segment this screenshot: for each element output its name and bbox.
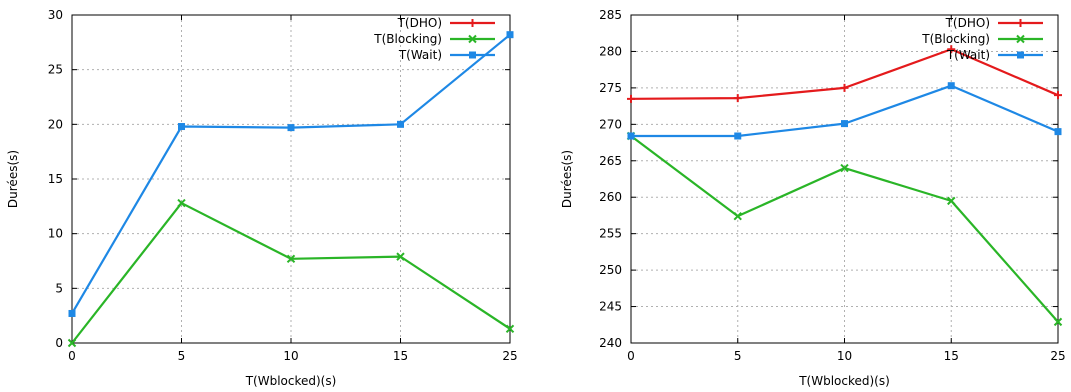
data-point [287, 124, 295, 132]
x-tick-label: 25 [1050, 349, 1065, 363]
data-point [68, 309, 76, 317]
series-line [630, 135, 1059, 323]
data-point [286, 254, 296, 264]
y-axis-label: Durées(s) [560, 150, 574, 208]
data-point [840, 83, 849, 92]
y-tick-label: 240 [599, 336, 622, 350]
x-axis-label: T(Wblocked)(s) [798, 374, 890, 388]
y-tick-label: 285 [599, 8, 622, 22]
y-tick-label: 255 [599, 227, 622, 241]
y-tick-label: 270 [599, 117, 622, 131]
plot-frame [71, 14, 511, 344]
data-point [178, 123, 185, 131]
y-tick-label: 275 [599, 81, 622, 95]
data-point [67, 338, 77, 348]
data-point [1053, 317, 1063, 327]
data-point [947, 45, 956, 54]
y-tick-label: 25 [48, 63, 63, 77]
data-point [733, 94, 742, 103]
chart-left: 0 5 10 15 20 25 30 0 5 10 15 25 T(Wblocked)(s) Durées… [6, 8, 518, 388]
y-tick-label: 15 [48, 172, 63, 186]
legend-label: T(Wait) [398, 48, 442, 62]
data-point [734, 132, 742, 140]
x-tick-label: 0 [627, 349, 635, 363]
chart-right: 240 245 250 255 260 265 270 275 280 285 0 5 10 15 25 T(… [560, 8, 1066, 388]
data-point [840, 163, 849, 173]
y-tick-label: 245 [599, 300, 622, 314]
data-point [506, 31, 514, 39]
data-point [177, 198, 186, 208]
x-tick-label: 15 [393, 349, 408, 363]
x-tick-label: 10 [283, 349, 298, 363]
data-point [733, 211, 742, 221]
data-point [627, 132, 635, 140]
data-point [397, 120, 404, 128]
x-tick-label: 5 [734, 349, 742, 363]
series-line [71, 201, 511, 344]
x-axis-label: T(Wblocked)(s) [245, 374, 337, 388]
y-tick-label: 20 [48, 117, 63, 131]
y-tick-label: 30 [48, 8, 63, 22]
x-tick-label: 5 [178, 349, 186, 363]
y-tick-label: 5 [55, 281, 63, 295]
legend-marker [1016, 19, 1025, 27]
x-tick-label: 15 [944, 349, 959, 363]
y-tick-label: 260 [599, 190, 622, 204]
data-point [1054, 128, 1062, 136]
y-tick-label: 0 [55, 336, 63, 350]
data-point [947, 196, 956, 206]
data-point [841, 120, 848, 128]
y-tick-label: 10 [48, 227, 63, 241]
legend-marker [1016, 34, 1025, 44]
legend-marker [469, 51, 476, 59]
y-tick-label: 250 [599, 263, 622, 277]
legend-marker [468, 34, 477, 44]
x-tick-label: 0 [68, 349, 76, 363]
legend-marker [468, 19, 477, 27]
data-point [505, 324, 515, 333]
y-tick-label: 265 [599, 154, 622, 168]
y-axis-label: Durées(s) [6, 150, 20, 208]
data-point [947, 82, 955, 90]
legend-marker [1017, 51, 1024, 59]
x-tick-label: 25 [502, 349, 517, 363]
legend-label: T(DHO) [945, 16, 990, 30]
x-tick-label: 10 [837, 349, 852, 363]
plot-frame [630, 14, 1059, 344]
legend-label: T(DHO) [397, 16, 442, 30]
data-point [1054, 91, 1062, 100]
data-point [396, 252, 405, 261]
data-point [627, 94, 635, 103]
y-tick-label: 280 [599, 44, 622, 58]
legend-label: T(Blocking) [373, 32, 442, 46]
legend-label: T(Wait) [946, 48, 990, 62]
legend-label: T(Blocking) [921, 32, 990, 46]
